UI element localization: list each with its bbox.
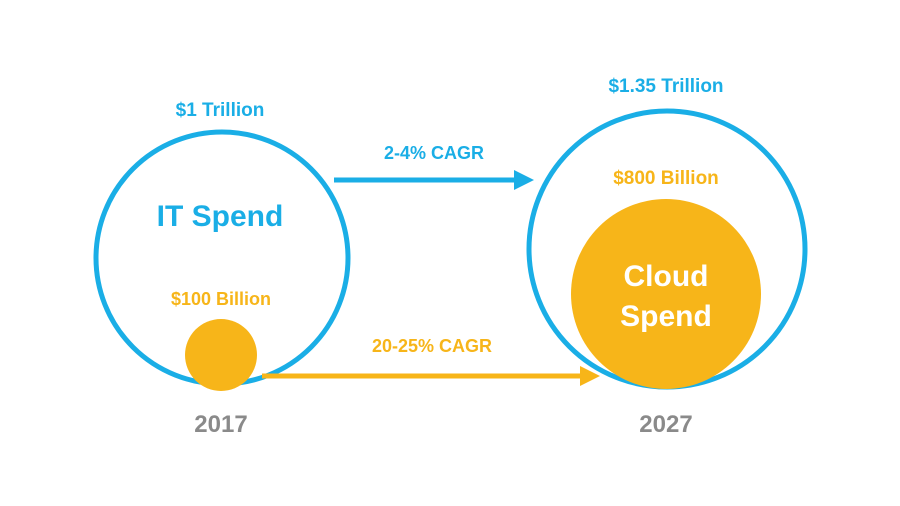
cloud-growth-rate: 20-25% CAGR <box>372 336 492 356</box>
cloud-spend-circle-2027 <box>571 199 761 389</box>
right-total-value: $1.35 Trillion <box>608 76 723 97</box>
it-growth-arrow <box>334 170 534 190</box>
cloud-spend-circle-2017 <box>185 319 257 391</box>
cloud-spend-label-line1: Cloud <box>624 260 709 293</box>
it-spend-label: IT Spend <box>157 200 284 233</box>
right-cloud-value: $800 Billion <box>613 168 719 189</box>
year-2027: 2027 <box>639 411 692 438</box>
left-total-value: $1 Trillion <box>176 100 265 121</box>
it-growth-rate: 2-4% CAGR <box>384 143 484 163</box>
year-2017: 2017 <box>194 411 247 438</box>
cloud-growth-arrow <box>262 366 600 386</box>
left-cloud-value: $100 Billion <box>171 289 271 309</box>
cloud-spend-label-line2: Spend <box>620 300 712 333</box>
